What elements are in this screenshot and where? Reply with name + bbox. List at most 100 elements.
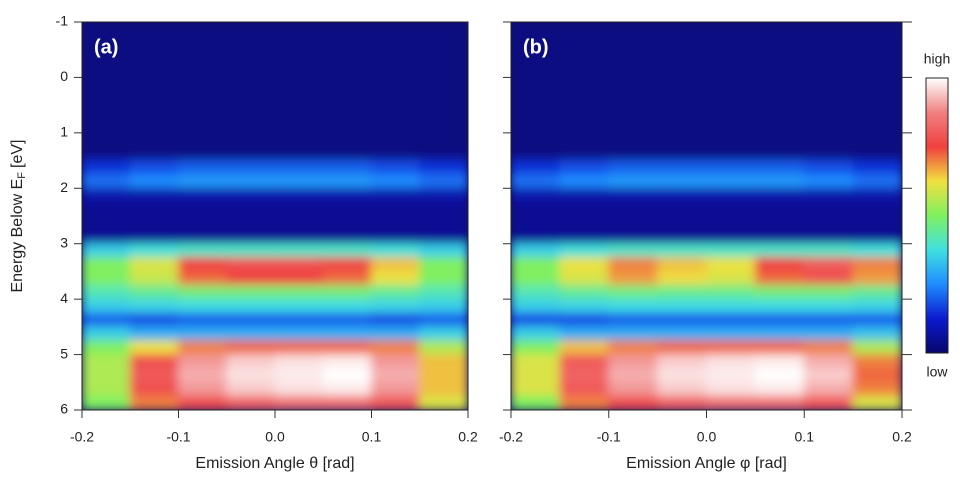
cell [852,118,902,134]
cell [852,381,902,397]
cell [657,160,707,175]
cell [608,340,659,356]
cell [129,229,179,245]
cell [129,257,179,272]
cell [852,63,902,78]
cell [322,395,372,410]
cell [803,187,854,203]
cell [559,298,610,314]
cell [82,49,131,65]
cell [226,367,276,383]
cell [511,118,561,134]
cell [852,160,902,175]
cell [754,381,805,397]
cell [511,340,561,356]
cell [226,395,276,410]
cell [274,367,324,383]
cell [803,49,854,65]
cell [419,132,468,148]
cell [274,104,324,120]
cell [419,229,468,245]
cell [657,270,707,286]
cell [322,76,372,92]
cell [129,340,179,356]
cell [657,35,707,51]
cell [371,215,421,231]
cell [852,229,902,245]
y-tick-label: 1 [60,124,68,140]
cell [226,229,276,245]
cell [419,76,468,92]
cell [82,173,131,189]
cell [274,118,324,134]
cell [129,326,179,342]
cell [657,132,707,148]
cell [511,35,561,51]
panel-label: (a) [94,36,118,58]
cell [419,215,468,231]
cell [419,22,468,37]
cell [322,243,372,259]
cell [559,76,610,92]
cell [274,340,324,356]
cell [852,298,902,314]
cell [419,270,468,286]
cell [511,215,561,231]
cell [559,104,610,120]
cell [657,367,707,383]
y-tick-label: 4 [60,290,68,306]
cell [803,118,854,134]
cell [608,22,659,37]
cell [852,312,902,328]
cell [274,257,324,272]
cell [129,354,179,369]
cell [754,173,805,189]
cell [657,49,707,65]
cell [608,257,659,272]
cell [511,49,561,65]
cell [226,298,276,314]
y-tick-label: 2 [60,179,68,195]
cell [371,326,421,342]
cell [178,354,228,369]
cell [803,160,854,175]
cell [559,22,610,37]
cell [82,63,131,78]
cell [82,22,131,37]
cell [274,63,324,78]
cell [371,298,421,314]
cell [178,298,228,314]
cell [274,76,324,92]
cell [706,298,756,314]
cell [129,284,179,300]
cell [226,381,276,397]
cell [852,146,902,162]
cell [754,215,805,231]
cell [803,76,854,92]
cell [706,381,756,397]
cell [511,243,561,259]
cell [608,132,659,148]
cell [754,201,805,217]
cell [178,118,228,134]
cell [226,215,276,231]
cell [657,90,707,106]
cell [129,215,179,231]
cell [511,284,561,300]
cell [559,49,610,65]
cell [706,104,756,120]
cell [852,76,902,92]
cell [657,201,707,217]
cell [322,160,372,175]
cell [322,312,372,328]
cell [559,354,610,369]
cell [226,173,276,189]
x-axis-label: Emission Angle θ [rad] [195,455,354,472]
cell [852,90,902,106]
cell [322,326,372,342]
cell [559,146,610,162]
cell [82,76,131,92]
cell [178,22,228,37]
cell [706,132,756,148]
